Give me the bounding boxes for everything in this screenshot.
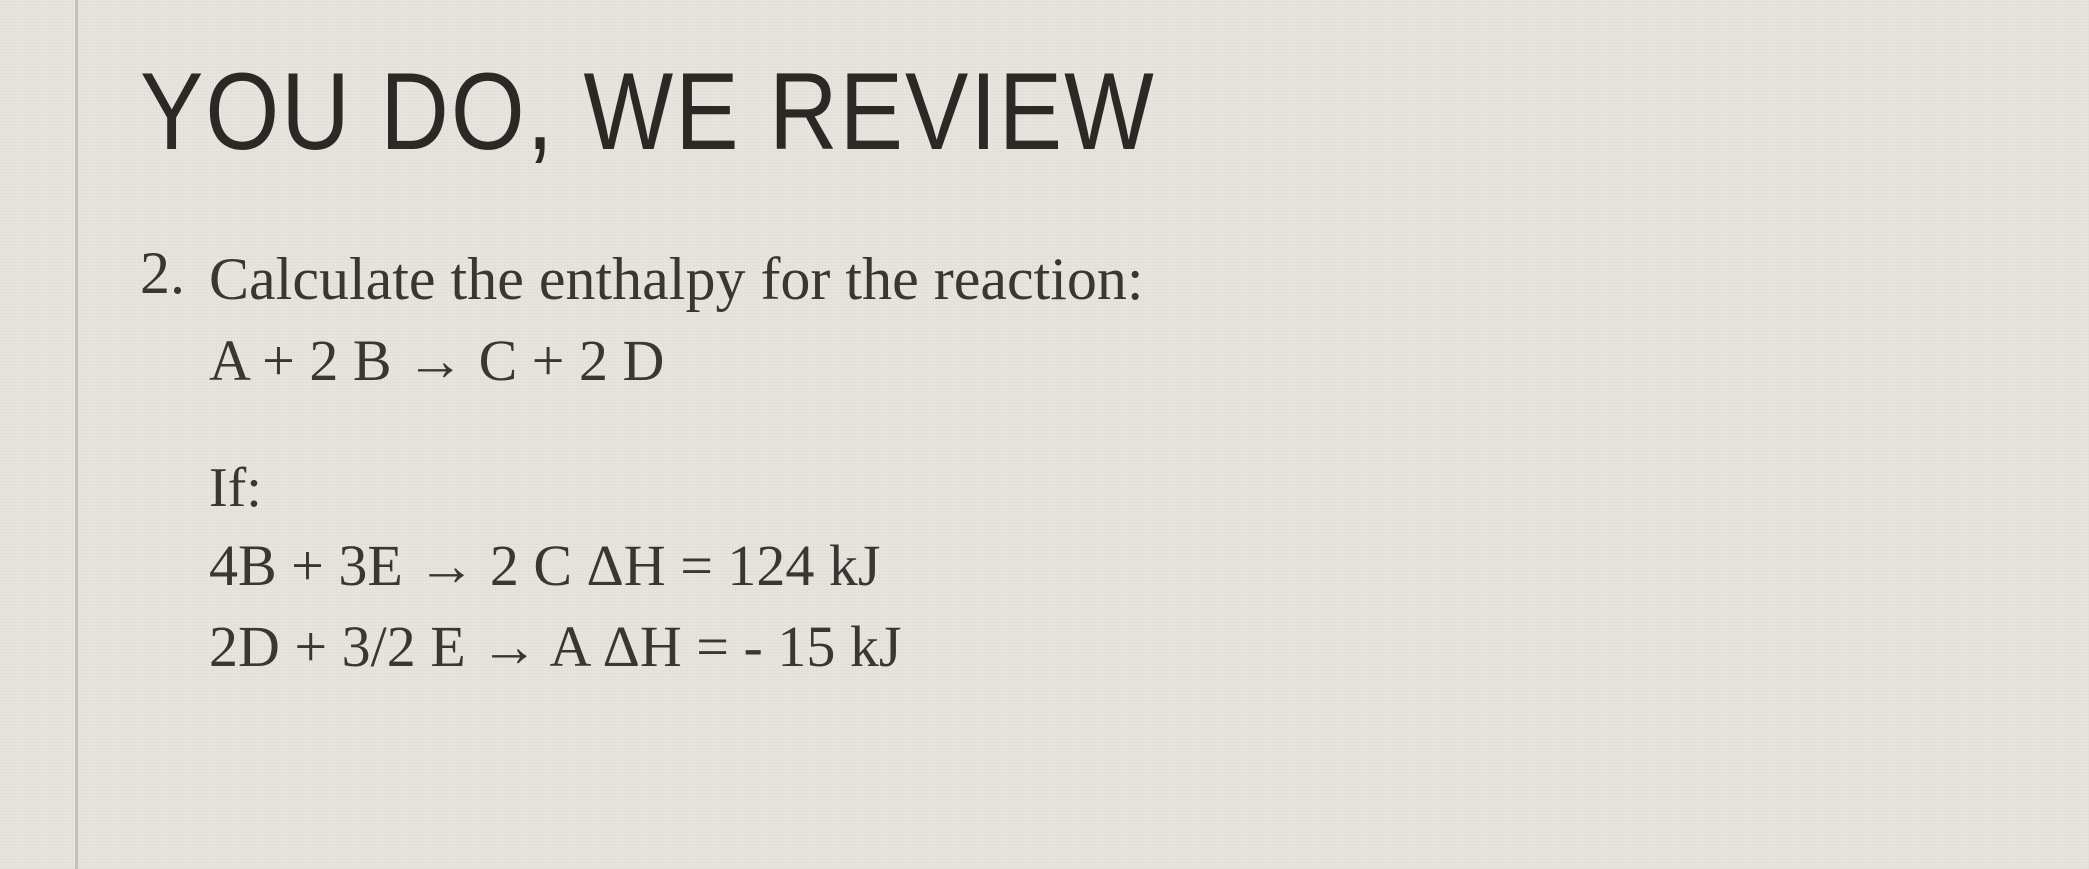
- given-section: If: 4B + 3E → 2 C ΔH = 124 kJ 2D + 3/2 E…: [209, 456, 1144, 687]
- given-equation-1: 4B + 3E → 2 C ΔH = 124 kJ: [209, 525, 1144, 606]
- given-equation-2: 2D + 3/2 E → A ΔH = - 15 kJ: [209, 606, 1144, 687]
- left-margin-rule: [75, 0, 78, 869]
- problem-prompt: Calculate the enthalpy for the reaction:: [209, 239, 1144, 320]
- target-equation: A + 2 B → C + 2 D: [209, 320, 1144, 401]
- problem-block: 2. Calculate the enthalpy for the reacti…: [140, 239, 2089, 688]
- if-label: If:: [209, 456, 1144, 520]
- slide-content: YOU DO, WE REVIEW 2. Calculate the entha…: [0, 0, 2089, 688]
- slide-heading: YOU DO, WE REVIEW: [140, 50, 2089, 175]
- problem-body: Calculate the enthalpy for the reaction:…: [209, 239, 1144, 688]
- problem-number: 2.: [140, 239, 185, 308]
